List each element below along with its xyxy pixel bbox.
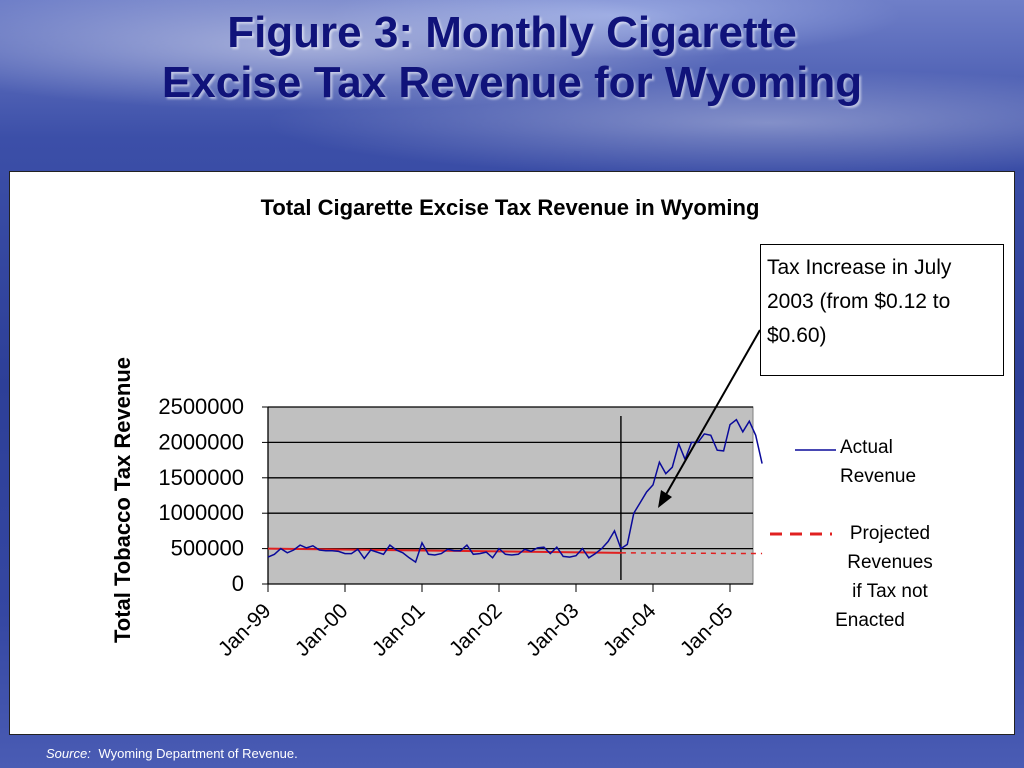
y-tick-label: 2500000 [158, 394, 244, 419]
legend-projected-line-1: Projected [849, 523, 931, 544]
annotation-box: Tax Increase in July 2003 (from $0.12 to… [760, 244, 1004, 376]
source-note: Source: Wyoming Department of Revenue. [46, 746, 298, 761]
legend-label-projected: Projected Revenues if Tax not Enacted [830, 519, 950, 635]
slide-title-line-1: Figure 3: Monthly Cigarette [227, 8, 797, 57]
annotation-arrow-head [658, 490, 672, 508]
legend-projected-line-4: Enacted [835, 610, 905, 631]
x-tick-label: Jan-00 [291, 599, 353, 661]
x-tick-label: Jan-02 [445, 599, 507, 661]
plot-area [267, 406, 754, 585]
x-tick-label: Jan-04 [599, 599, 661, 661]
y-tick-label: 1000000 [158, 500, 244, 525]
annotation-line-2: 2003 (from $0.12 to [767, 290, 951, 313]
slide-title: Figure 3: Monthly Cigarette Excise Tax R… [0, 8, 1024, 108]
annotation-line-3: $0.60) [767, 324, 827, 347]
y-tick-label: 2000000 [158, 429, 244, 454]
y-tick-label: 0 [232, 571, 244, 596]
chart-title: Total Cigarette Excise Tax Revenue in Wy… [260, 195, 760, 220]
source-label: Source: [46, 746, 91, 761]
legend-actual-line-1: Actual [840, 437, 893, 458]
x-tick-label: Jan-99 [214, 599, 276, 661]
x-tick-label: Jan-05 [676, 599, 738, 661]
slide-title-line-2: Excise Tax Revenue for Wyoming [161, 58, 863, 107]
legend-label-actual: Actual Revenue [840, 433, 916, 491]
projected-revenue-line [620, 552, 763, 555]
x-tick-label: Jan-01 [368, 599, 430, 661]
y-tick-label: 1500000 [158, 465, 244, 490]
legend-projected-line-2: Revenues [847, 552, 933, 573]
legend-actual-line-2: Revenue [840, 466, 917, 487]
annotation-line-1: Tax Increase in July [767, 256, 952, 279]
annotation-arrow-shaft [663, 329, 761, 499]
x-tick-label: Jan-03 [522, 599, 584, 661]
actual-revenue-line [267, 418, 763, 564]
legend-projected-line-3: if Tax not [852, 581, 928, 602]
source-text: Wyoming Department of Revenue. [98, 746, 298, 761]
y-tick-label: 500000 [171, 536, 244, 561]
